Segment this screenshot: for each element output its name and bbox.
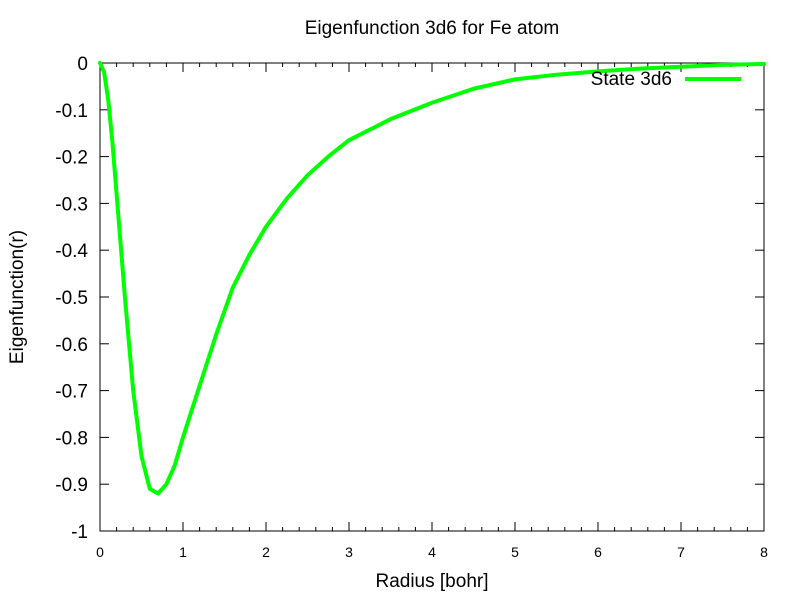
y-tick-label: -0.1	[55, 101, 88, 122]
y-tick-label: 0	[77, 54, 88, 75]
axis-ticks	[99, 62, 765, 532]
x-tick-label: 0	[96, 544, 104, 560]
series-line	[98, 61, 766, 496]
y-tick-label: -0.7	[55, 382, 88, 403]
plot-frame	[99, 62, 765, 532]
y-tick-label: -0.4	[55, 241, 88, 262]
y-tick-label: -0.9	[55, 475, 88, 496]
y-tick-label: -0.6	[55, 335, 88, 356]
x-tick-label: 3	[345, 544, 353, 560]
x-axis-title: Radius [bohr]	[375, 571, 488, 592]
x-tick-label: 4	[428, 544, 436, 560]
y-tick-label: -1	[71, 522, 88, 543]
x-tick-label: 8	[760, 544, 768, 560]
y-tick-labels: 0 -0.1 -0.2 -0.3 -0.4 -0.5 -0.6 -0.7 -0.8 -0.9 -1	[55, 54, 88, 543]
y-tick-label: -0.2	[55, 148, 88, 169]
y-axis-title: Eigenfunction(r)	[7, 230, 28, 364]
x-tick-label: 2	[262, 544, 270, 560]
legend-label: State 3d6	[591, 69, 672, 90]
y-tick-label: -0.8	[55, 428, 88, 449]
legend: State 3d6	[591, 69, 741, 90]
x-tick-label: 7	[677, 544, 685, 560]
x-tick-label: 1	[179, 544, 187, 560]
y-tick-label: -0.5	[55, 288, 88, 309]
x-tick-labels: 0 1 2 3 4 5 6 7 8	[96, 544, 768, 560]
x-tick-label: 6	[594, 544, 602, 560]
y-tick-label: -0.3	[55, 194, 88, 215]
x-tick-label: 5	[511, 544, 519, 560]
chart-title: Eigenfunction 3d6 for Fe atom	[305, 18, 560, 39]
